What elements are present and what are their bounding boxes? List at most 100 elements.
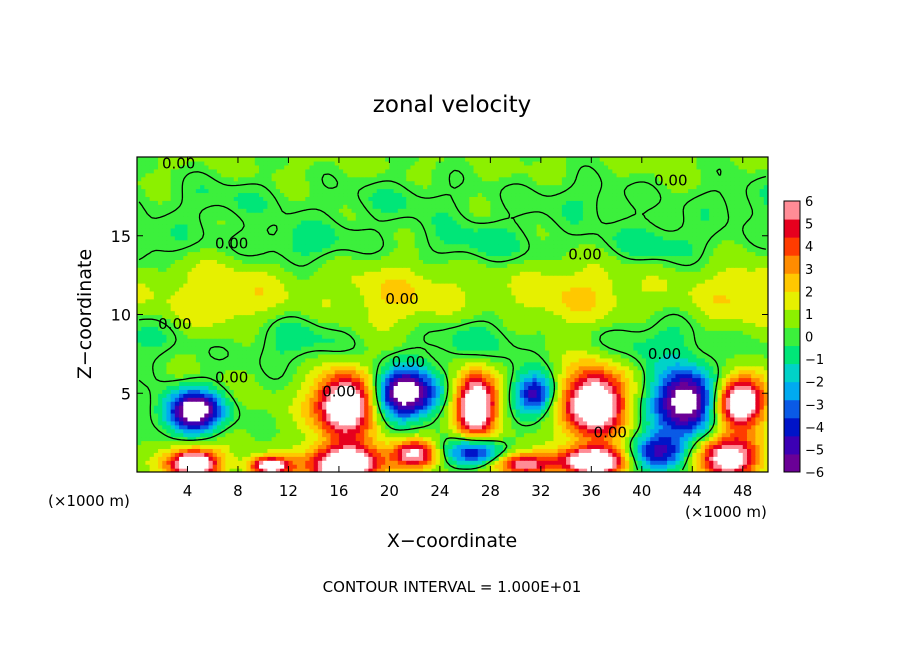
heat-cell xyxy=(317,405,323,410)
heat-cell xyxy=(595,353,601,359)
heat-cell xyxy=(355,440,361,446)
heat-cell xyxy=(683,373,689,379)
heat-cell xyxy=(654,409,660,414)
heat-cell xyxy=(389,409,395,414)
heat-cell xyxy=(149,424,155,430)
heat-cell xyxy=(667,468,672,472)
heat-cell xyxy=(410,452,416,457)
heat-cell xyxy=(250,432,256,438)
heat-cell xyxy=(675,456,681,461)
heat-cell xyxy=(179,420,184,426)
heat-cell xyxy=(191,444,197,449)
heat-cell xyxy=(254,464,260,469)
heat-cell xyxy=(187,365,193,371)
heat-cell xyxy=(280,448,285,453)
heat-cell xyxy=(641,444,647,449)
heat-cell xyxy=(519,377,525,383)
heat-cell xyxy=(599,357,605,363)
heat-cell xyxy=(519,349,525,355)
heat-cell xyxy=(481,361,487,367)
heat-cell xyxy=(646,409,651,414)
heat-cell xyxy=(237,381,243,386)
heat-cell xyxy=(393,369,399,375)
heat-cell xyxy=(275,412,281,418)
heat-cell xyxy=(141,416,147,422)
heat-cell xyxy=(696,464,702,469)
heat-cell xyxy=(229,369,235,375)
heat-cell xyxy=(212,460,218,465)
heat-cell xyxy=(153,416,159,422)
heat-cell xyxy=(423,444,428,449)
heat-cell xyxy=(700,405,706,410)
heat-cell xyxy=(713,452,719,457)
heat-cell xyxy=(536,373,542,379)
heat-cell xyxy=(675,389,681,394)
heat-cell xyxy=(200,338,205,343)
heat-cell xyxy=(704,452,710,457)
heat-cell xyxy=(709,397,714,402)
heat-cell xyxy=(376,401,382,406)
heat-cell xyxy=(603,349,609,355)
heat-cell xyxy=(166,373,172,379)
heat-cell xyxy=(746,381,752,386)
heat-cell xyxy=(343,444,348,449)
heat-cell xyxy=(158,456,163,461)
heat-cell xyxy=(271,420,277,426)
heat-cell xyxy=(368,412,374,418)
heat-cell xyxy=(221,397,226,402)
heat-cell xyxy=(734,365,740,371)
heat-cell xyxy=(158,401,163,406)
heat-cell xyxy=(671,389,677,394)
heat-cell xyxy=(368,381,374,386)
heat-cell xyxy=(267,381,273,386)
heat-cell xyxy=(250,440,256,446)
heat-cell xyxy=(498,389,504,394)
heat-cell xyxy=(195,385,201,390)
heat-cell xyxy=(624,436,630,442)
heat-cell xyxy=(313,377,319,383)
heat-cell xyxy=(221,342,226,347)
heat-cell xyxy=(427,349,433,355)
heat-cell xyxy=(309,412,315,418)
heat-cell xyxy=(195,346,201,351)
heat-cell xyxy=(549,381,555,386)
heat-cell xyxy=(187,405,193,410)
heat-cell xyxy=(654,420,660,426)
heat-cell xyxy=(170,428,176,434)
heat-cell xyxy=(603,468,609,472)
heat-cell xyxy=(633,357,639,363)
heat-cell xyxy=(759,448,765,453)
heat-cell xyxy=(498,424,504,430)
heat-cell xyxy=(738,448,744,453)
heat-cell xyxy=(309,432,315,438)
heat-cell xyxy=(502,412,508,418)
heat-cell xyxy=(595,389,601,394)
heat-cell xyxy=(624,452,630,457)
heat-cell xyxy=(170,416,176,422)
heat-cell xyxy=(351,460,357,465)
heat-cell xyxy=(204,412,210,418)
heat-cell xyxy=(587,460,592,465)
heat-cell xyxy=(751,428,756,434)
heat-cell xyxy=(502,409,508,414)
heat-cell xyxy=(385,460,390,465)
heat-cell xyxy=(402,361,407,367)
heat-cell xyxy=(191,353,197,359)
heat-cell xyxy=(435,393,441,398)
heat-cell xyxy=(481,420,487,426)
heat-cell xyxy=(608,342,613,347)
heat-cell xyxy=(410,361,416,367)
heat-cell xyxy=(170,393,176,398)
heat-cell xyxy=(469,342,475,347)
heat-cell xyxy=(246,412,252,418)
heat-cell xyxy=(368,346,374,351)
heat-cell xyxy=(730,432,735,438)
heat-cell xyxy=(658,381,664,386)
heat-cell xyxy=(763,401,768,406)
heat-cell xyxy=(418,468,424,472)
heat-cell xyxy=(481,464,487,469)
heat-cell xyxy=(305,357,311,363)
heat-cell xyxy=(608,428,613,434)
heat-cell xyxy=(368,373,374,379)
heat-cell xyxy=(490,365,496,371)
